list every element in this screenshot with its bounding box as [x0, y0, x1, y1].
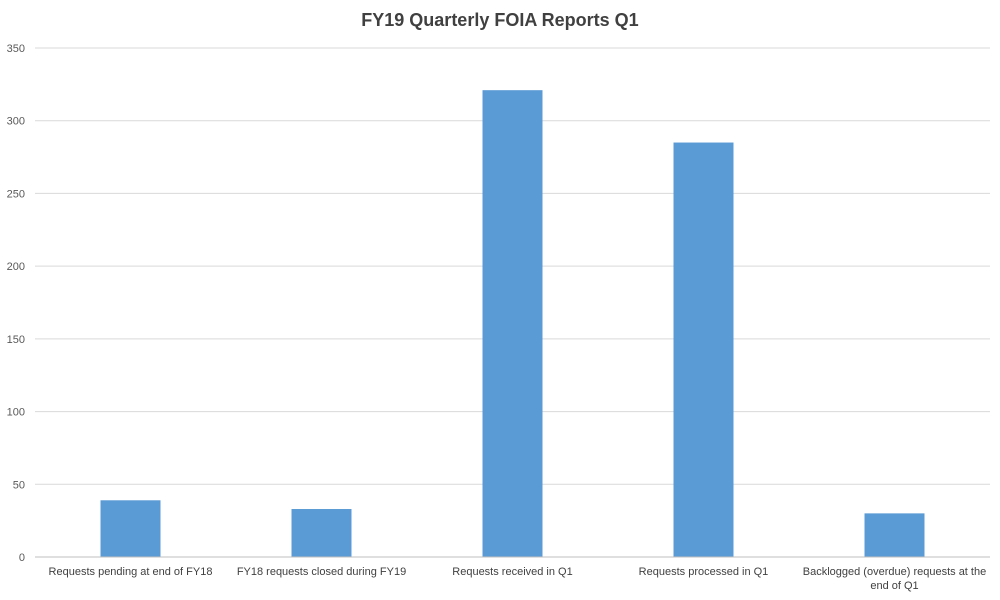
y-tick-label: 100 [7, 407, 25, 419]
bar [100, 500, 161, 557]
bar [673, 142, 734, 557]
x-tick-label: Requests pending at end of FY18 [49, 566, 213, 578]
y-tick-label: 0 [19, 552, 25, 564]
bar [864, 513, 925, 557]
y-tick-label: 50 [13, 479, 25, 491]
y-tick-label: 250 [7, 188, 25, 200]
y-tick-label: 150 [7, 334, 25, 346]
x-tick-label: Backlogged (overdue) requests at the end … [803, 566, 986, 592]
y-axis-ticks: 0 50 100 150 200 250 300 350 [7, 43, 25, 564]
y-tick-label: 200 [7, 261, 25, 273]
bars [100, 90, 925, 557]
y-tick-label: 350 [7, 43, 25, 55]
bar [291, 509, 352, 557]
chart-title: FY19 Quarterly FOIA Reports Q1 [361, 10, 639, 30]
x-axis-labels: Requests pending at end of FY18 FY18 requ… [49, 566, 987, 592]
x-tick-label: FY18 requests closed during FY19 [237, 566, 406, 578]
y-tick-label: 300 [7, 116, 25, 128]
x-tick-label: Requests received in Q1 [452, 566, 572, 578]
x-tick-label: Requests processed in Q1 [639, 566, 769, 578]
bar [482, 90, 543, 557]
